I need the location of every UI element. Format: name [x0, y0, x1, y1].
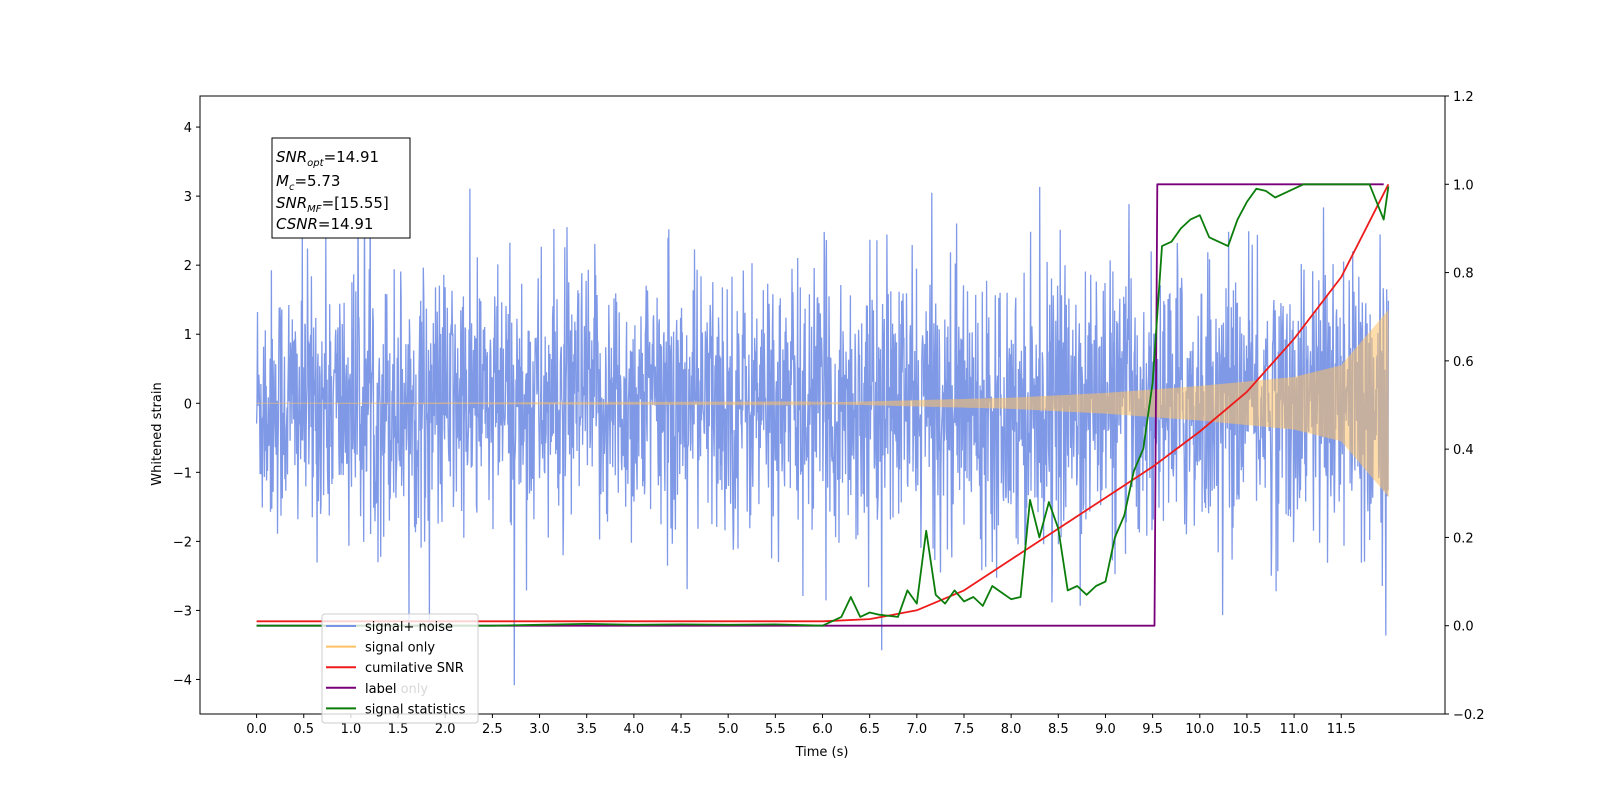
x-tick-label: 5.5	[765, 722, 786, 737]
x-tick-label: 11.5	[1327, 722, 1356, 737]
legend-frame	[321, 613, 479, 724]
x-tick-label: 2.0	[435, 722, 456, 737]
annotation-csnr: CSNR=14.91	[276, 215, 373, 233]
y2-tick-label: 0.0	[1453, 620, 1474, 635]
y2-tick-label: 0.6	[1453, 355, 1474, 370]
annotation-snr-opt: SNRopt=14.91	[276, 148, 379, 169]
x-tick-label: 1.5	[388, 722, 409, 737]
y2-tick-label: 1.2	[1453, 90, 1474, 105]
legend-label: signal statistics	[365, 702, 466, 717]
x-tick-label: 1.0	[341, 722, 362, 737]
y-tick-label: −4	[173, 673, 192, 688]
y-tick-label: −1	[173, 466, 192, 481]
x-tick-label: 11.0	[1280, 722, 1309, 737]
x-tick-label: 10.5	[1232, 722, 1261, 737]
y-tick-label: −2	[173, 535, 192, 550]
x-tick-label: 7.0	[906, 722, 927, 737]
x-tick-label: 8.5	[1048, 722, 1069, 737]
x-tick-label: 10.0	[1185, 722, 1214, 737]
y-tick-label: 2	[184, 259, 192, 274]
legend-obscured-text: label only	[365, 682, 428, 697]
x-tick-label: 9.5	[1142, 722, 1163, 737]
series-signal-statistics	[256, 183, 1390, 627]
legend-label: cumilative SNR	[365, 661, 464, 676]
x-tick-label: 7.5	[954, 722, 975, 737]
x-tick-label: 3.0	[529, 722, 550, 737]
y-tick-label: 3	[184, 190, 192, 205]
legend-label: label	[365, 682, 396, 697]
x-tick-label: 8.0	[1001, 722, 1022, 737]
x-tick-label: 2.5	[482, 722, 503, 737]
series-cumulative-snr	[256, 183, 1390, 623]
y-tick-label: −3	[173, 604, 192, 619]
y-tick-label: 0	[184, 397, 192, 412]
series-signal-only	[256, 310, 1389, 497]
legend: label only signal+ noise signal only cumil…	[321, 613, 479, 724]
series-label	[256, 183, 1384, 627]
x-tick-label: 3.5	[576, 722, 597, 737]
legend-label: signal only	[365, 641, 435, 656]
annotation-box: SNRopt=14.91 Mc=5.73 SNRMF=[15.55] CSNR=…	[271, 137, 411, 239]
y2-tick-label: 0.8	[1453, 267, 1474, 282]
y2-tick-label: 0.4	[1453, 443, 1474, 458]
x-tick-label: 0.0	[246, 722, 267, 737]
annotation-mc: Mc=5.73	[276, 172, 340, 193]
x-tick-label: 4.0	[624, 722, 645, 737]
x-tick-label: 5.0	[718, 722, 739, 737]
x-tick-label: 4.5	[671, 722, 692, 737]
y-axis-label: Whitened strain	[150, 382, 165, 485]
y2-tick-label: −0.2	[1453, 708, 1485, 723]
legend-label: signal+ noise	[365, 620, 453, 635]
y-tick-label: 4	[184, 121, 192, 136]
x-axis-label: Time (s)	[795, 745, 849, 760]
annotation-snr-mf: SNRMF=[15.55]	[276, 194, 389, 215]
x-tick-label: 9.0	[1095, 722, 1116, 737]
y-tick-label: 1	[184, 328, 192, 343]
y2-tick-label: 1.0	[1453, 178, 1474, 193]
x-tick-label: 0.5	[293, 722, 314, 737]
y2-tick-label: 0.2	[1453, 531, 1474, 546]
x-tick-label: 6.5	[859, 722, 880, 737]
x-tick-label: 6.0	[812, 722, 833, 737]
